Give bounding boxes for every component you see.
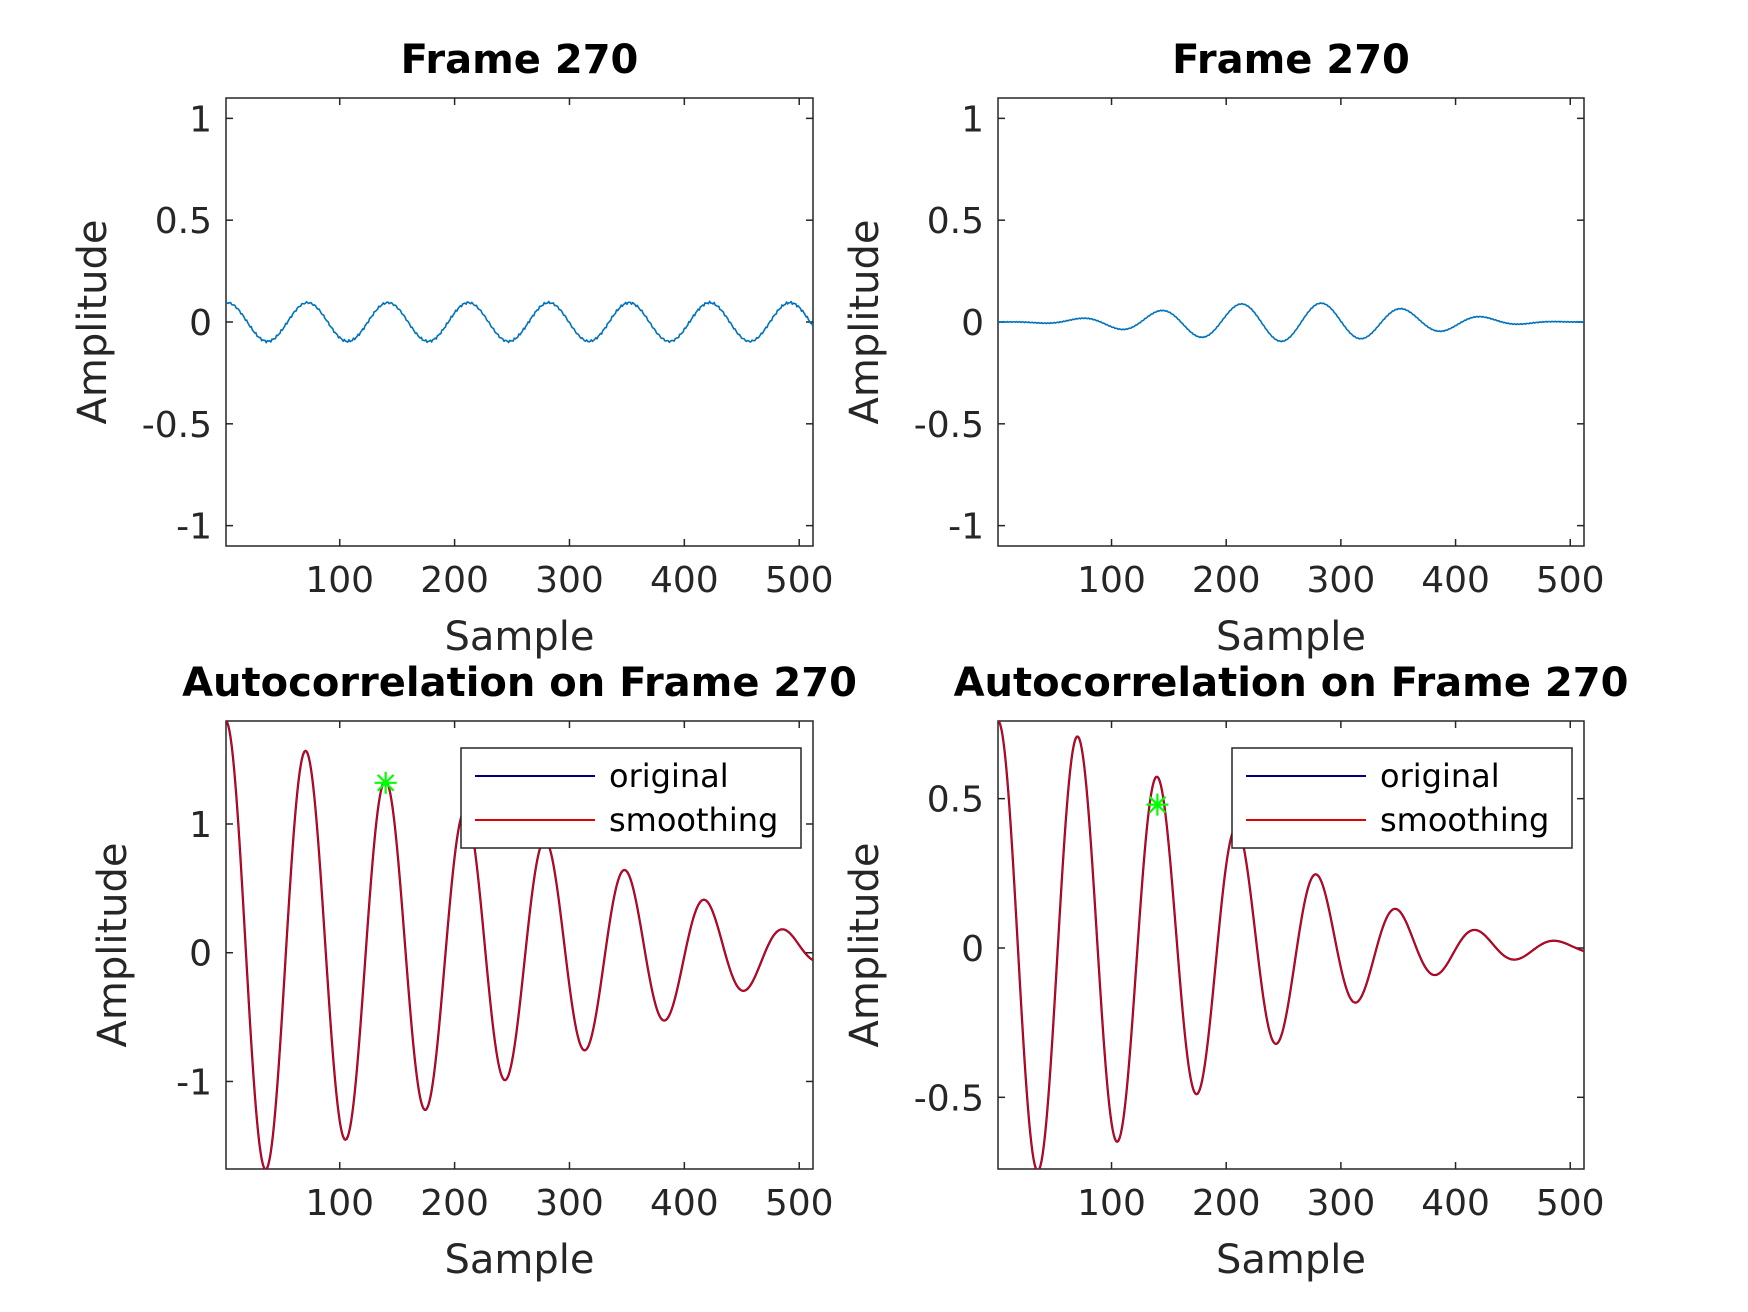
data-lines: [226, 300, 813, 344]
legend-label-original: original: [1380, 757, 1500, 795]
y-axis-label: Amplitude: [90, 843, 136, 1048]
x-tick-label: 200: [420, 1183, 489, 1224]
series-line: [998, 302, 1584, 343]
y-tick-label: -1: [176, 507, 212, 548]
series-line-smoothing: [226, 721, 813, 1169]
peak-marker: [374, 771, 397, 794]
subplot-1: 100 200 300 400 500 -1 -0.5 0 0.5 1 Frame 270 Sampl…: [70, 37, 834, 660]
x-axis-label: Sample: [445, 614, 595, 660]
chart-title: Autocorrelation on Frame 270: [954, 660, 1629, 706]
y-tick-label: -1: [176, 1062, 212, 1103]
y-tick-label: 0.5: [927, 780, 984, 821]
y-tick-label: 0: [961, 303, 984, 344]
y-tick-label: 1: [189, 805, 212, 846]
peak-marker: [1146, 793, 1169, 816]
legend-label-original: original: [609, 757, 729, 795]
x-tick-label: 100: [1077, 1183, 1146, 1224]
legend-label-smoothing: smoothing: [1380, 801, 1549, 839]
x-tick-label: 200: [1192, 560, 1261, 601]
y-axis-label: Amplitude: [842, 220, 888, 425]
x-tick-label: 200: [1192, 1183, 1261, 1224]
y-axis-label: Amplitude: [842, 843, 888, 1048]
x-tick-label: 300: [535, 560, 604, 601]
x-tick-label: 400: [650, 1183, 719, 1224]
x-tick-label: 300: [535, 1183, 604, 1224]
x-tick-label: 100: [305, 1183, 374, 1224]
subplot-4: 100 200 300 400 500 -0.5 0 0.5 Autocorrelation o…: [842, 660, 1628, 1283]
series-line: [226, 300, 813, 344]
chart-title: Frame 270: [1172, 37, 1410, 83]
y-tick-label: 0: [961, 929, 984, 970]
y-tick-label: -0.5: [142, 405, 212, 446]
x-axis-label: Sample: [1216, 614, 1366, 660]
axes-box: [997, 97, 1585, 547]
x-tick-label: 300: [1307, 1183, 1376, 1224]
legend-box: [460, 747, 802, 849]
legend-box: [1231, 747, 1573, 849]
series-line-smoothing: [998, 721, 1584, 1169]
axes-box: [225, 97, 814, 547]
y-tick-label: 0: [189, 303, 212, 344]
x-tick-label: 400: [650, 560, 719, 601]
y-tick-label: 0: [189, 934, 212, 975]
x-tick-label: 500: [765, 560, 834, 601]
x-tick-label: 400: [1421, 560, 1490, 601]
subplot-3: 100 200 300 400 500 -1 0 1 Autocorrelation on Fr…: [90, 660, 857, 1283]
chart-title: Autocorrelation on Frame 270: [182, 660, 857, 706]
x-tick-label: 500: [765, 1183, 834, 1224]
x-tick-label: 100: [305, 560, 374, 601]
subplot-2: 100 200 300 400 500 -1 -0.5 0 0.5 1 Frame 270 Sampl…: [842, 37, 1605, 660]
chart-title: Frame 270: [401, 37, 639, 83]
y-tick-label: 0.5: [927, 201, 984, 242]
data-lines: [998, 721, 1584, 1169]
data-lines: [998, 302, 1584, 343]
legend-label-smoothing: smoothing: [609, 801, 778, 839]
y-tick-label: 1: [961, 99, 984, 140]
data-lines: [226, 721, 813, 1169]
y-tick-label: 1: [189, 99, 212, 140]
x-tick-label: 200: [420, 560, 489, 601]
legend: original smoothing: [460, 747, 802, 849]
legend: original smoothing: [1231, 747, 1573, 849]
x-tick-label: 400: [1421, 1183, 1490, 1224]
x-axis-label: Sample: [1216, 1237, 1366, 1283]
x-axis-label: Sample: [445, 1237, 595, 1283]
y-tick-label: -1: [948, 507, 984, 548]
x-tick-label: 100: [1077, 560, 1146, 601]
x-tick-label: 500: [1536, 1183, 1605, 1224]
y-tick-label: 0.5: [155, 201, 212, 242]
x-tick-label: 500: [1536, 560, 1605, 601]
y-tick-label: -0.5: [914, 1078, 984, 1119]
y-tick-label: -0.5: [914, 405, 984, 446]
y-axis-label: Amplitude: [70, 220, 116, 425]
x-tick-label: 300: [1307, 560, 1376, 601]
